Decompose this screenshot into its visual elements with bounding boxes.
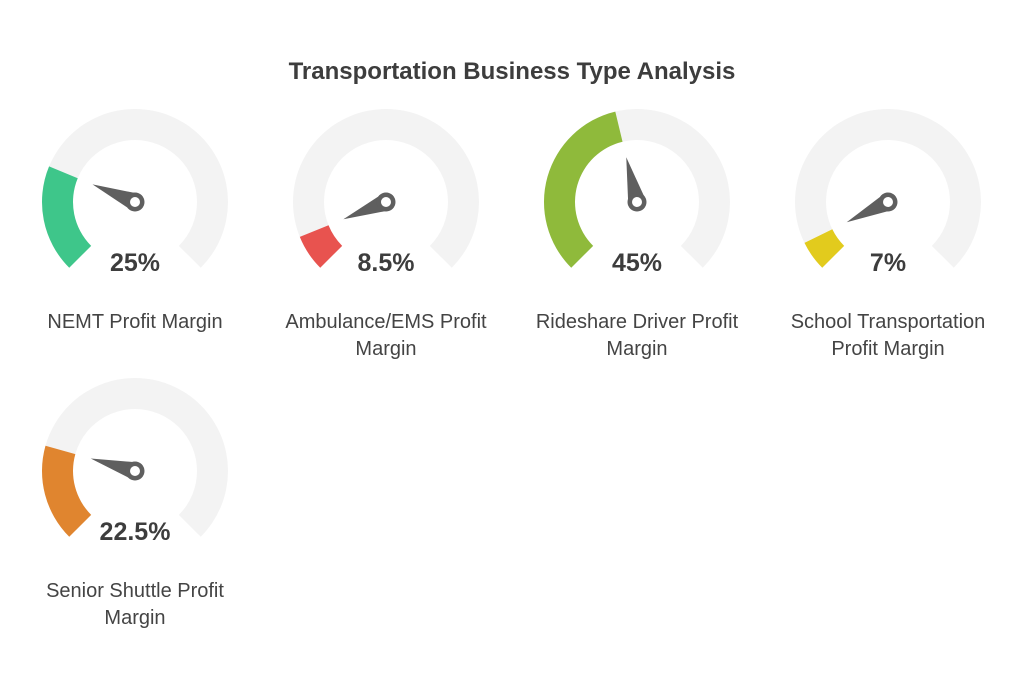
gauge-label: Rideshare Driver Profit Margin: [535, 311, 739, 360]
gauge-track: [292, 108, 479, 268]
gauge-needle: [90, 458, 138, 480]
gauge-track: [41, 377, 229, 537]
gauge-label: School Transportation Profit Margin: [790, 311, 986, 360]
gauge-value-arc: [42, 445, 92, 537]
gauge-value-label: 7%: [869, 249, 907, 277]
gauge-value-label: 22.5%: [99, 518, 171, 546]
gauge: [544, 108, 730, 268]
gauge-needle: [626, 157, 646, 205]
gauge-track: [42, 108, 228, 268]
gauge: [41, 377, 229, 537]
gauge-label: Senior Shuttle Profit Margin: [46, 580, 224, 629]
gauge-track: [795, 109, 982, 268]
gauge: [795, 109, 982, 268]
gauge-label: NEMT Profit Margin: [47, 311, 223, 333]
gauge-value-arc: [299, 225, 343, 268]
gauge: [292, 108, 479, 268]
gauge: [41, 108, 228, 268]
gauge-value-label: 25%: [109, 249, 161, 277]
gauge-value-arc: [804, 229, 845, 268]
chart-title: Transportation Business Type Analysis: [288, 58, 736, 85]
gauge-value-label: 45%: [611, 249, 663, 277]
needle-hub-center: [130, 197, 140, 207]
gauge-label: Ambulance/EMS Profit Margin: [285, 311, 487, 360]
needle-hub-center: [130, 466, 140, 476]
gauge-value-arc: [544, 111, 623, 268]
needle-hub-center: [632, 197, 642, 207]
needle-hub-center: [883, 197, 893, 207]
gauge-value-label: 8.5%: [357, 249, 415, 277]
needle-hub-center: [381, 197, 391, 207]
gauge-value-arc: [41, 166, 92, 268]
